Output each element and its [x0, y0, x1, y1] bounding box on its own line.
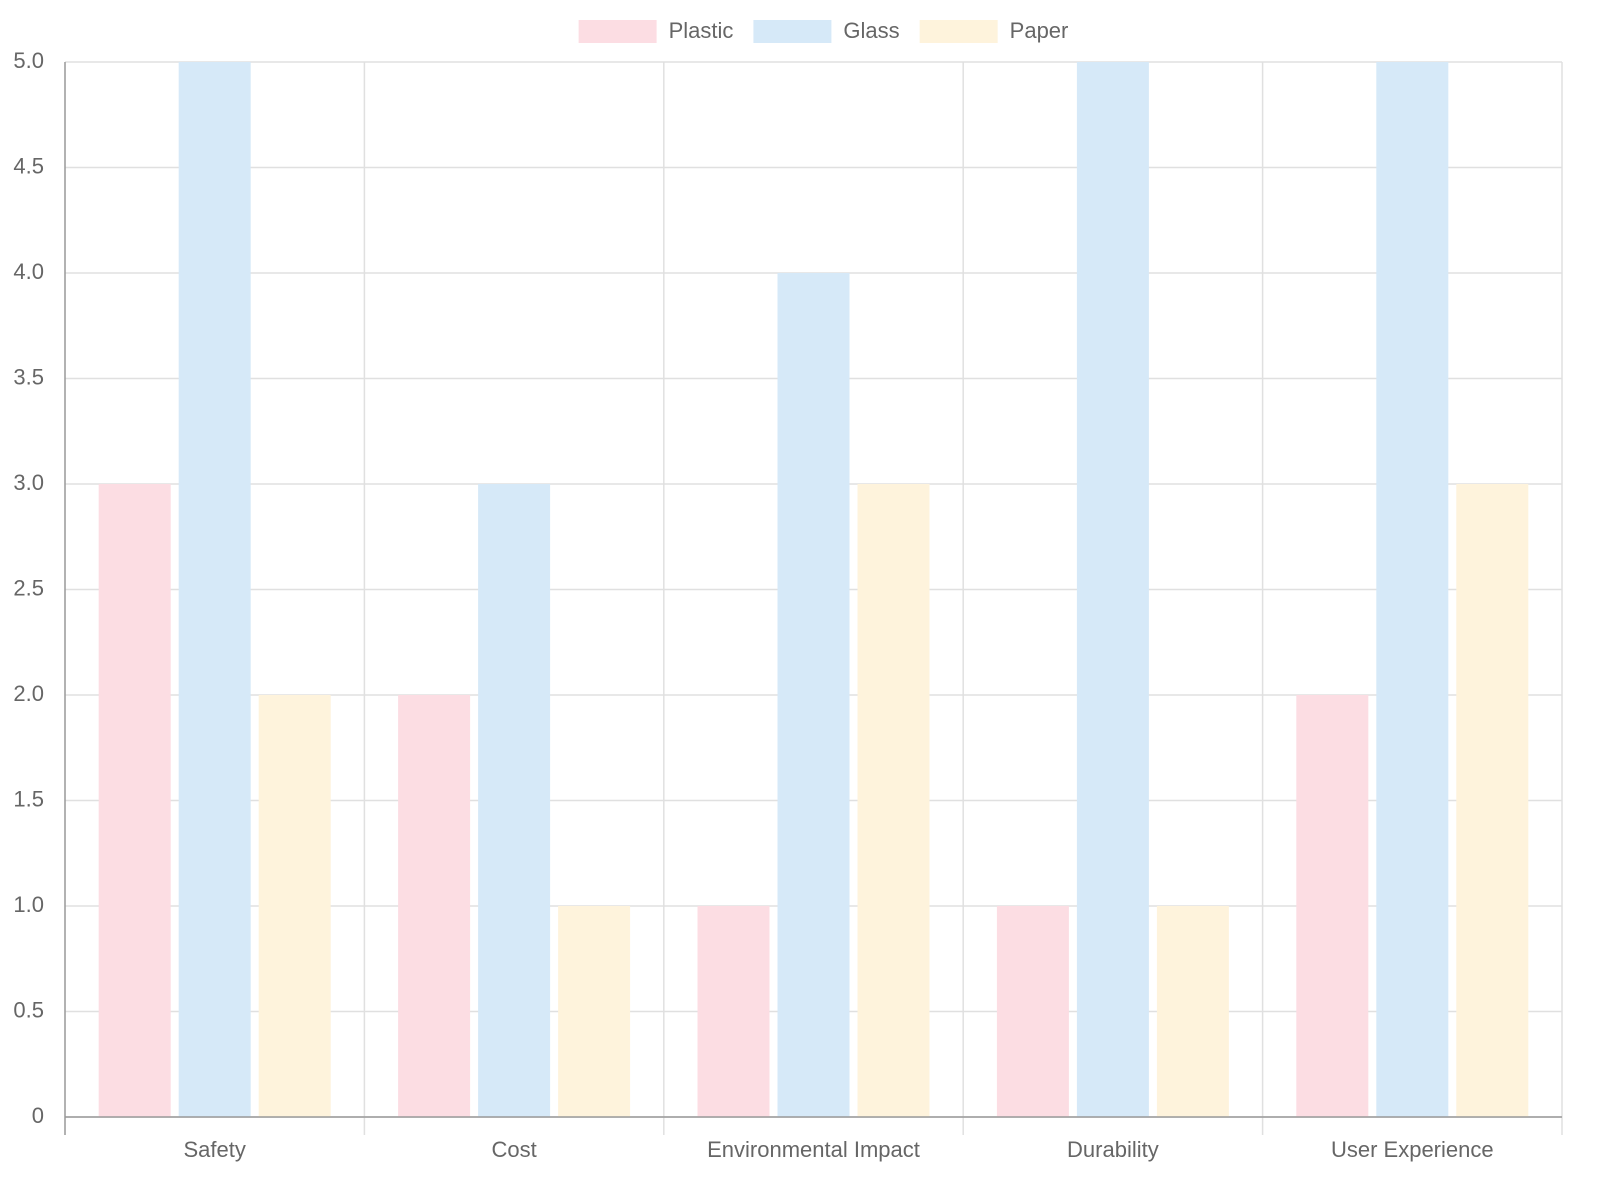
bar	[1376, 62, 1449, 1117]
bar	[777, 273, 850, 1117]
bar	[98, 484, 171, 1117]
y-tick-label: 2.5	[13, 575, 44, 600]
bar	[258, 695, 331, 1117]
y-tick-label: 4.0	[13, 259, 44, 284]
bar	[1456, 484, 1529, 1117]
y-tick-label: 3.5	[13, 364, 44, 389]
y-tick-label: 3.0	[13, 470, 44, 495]
bar	[178, 62, 251, 1117]
legend-swatch	[578, 20, 657, 43]
x-tick-label: Durability	[1067, 1137, 1159, 1162]
bar	[1156, 906, 1229, 1117]
legend-swatch	[919, 20, 998, 43]
y-tick-label: 1.5	[13, 786, 44, 811]
bar	[857, 484, 930, 1117]
bar	[558, 906, 631, 1117]
x-tick-label: Safety	[184, 1137, 246, 1162]
bar	[1296, 695, 1369, 1117]
bar	[697, 906, 770, 1117]
y-tick-label: 5.0	[13, 48, 44, 73]
y-tick-label: 0	[32, 1103, 44, 1128]
y-tick-label: 0.5	[13, 997, 44, 1022]
bar	[1076, 62, 1149, 1117]
legend-label: Plastic	[669, 18, 734, 43]
bar	[398, 695, 471, 1117]
bar	[996, 906, 1069, 1117]
y-tick-label: 1.0	[13, 892, 44, 917]
x-tick-label: Environmental Impact	[707, 1137, 920, 1162]
x-tick-label: User Experience	[1331, 1137, 1494, 1162]
legend-label: Paper	[1010, 18, 1069, 43]
legend-label: Glass	[843, 18, 899, 43]
y-tick-label: 2.0	[13, 681, 44, 706]
legend-swatch	[753, 20, 832, 43]
x-tick-label: Cost	[491, 1137, 536, 1162]
y-tick-label: 4.5	[13, 153, 44, 178]
bar	[478, 484, 551, 1117]
